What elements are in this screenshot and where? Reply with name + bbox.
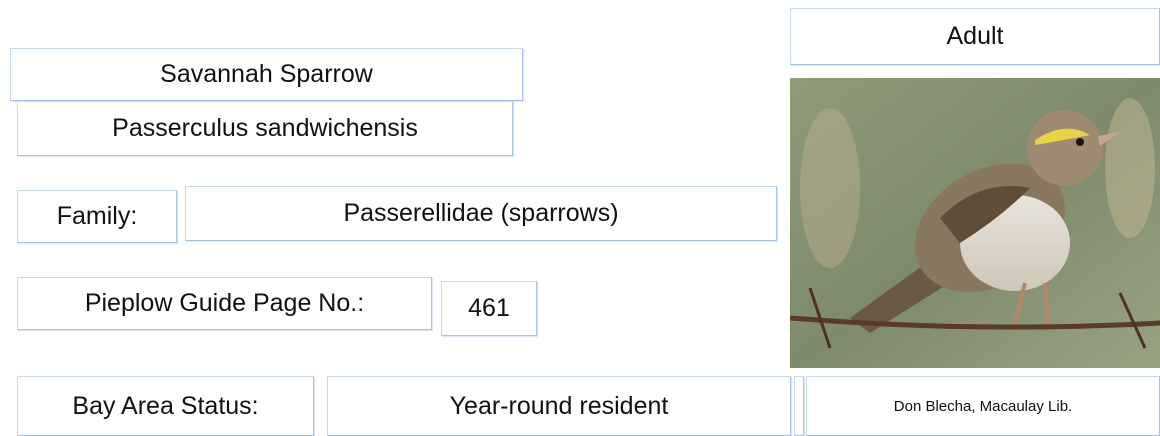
- family-label: Family:: [17, 190, 177, 243]
- guide-page-label: Pieplow Guide Page No.:: [17, 277, 432, 330]
- bird-photo: [790, 78, 1160, 368]
- photo-credit: Don Blecha, Macaulay Lib.: [806, 376, 1160, 436]
- photo-caption: Adult: [790, 8, 1160, 65]
- status-label: Bay Area Status:: [17, 376, 314, 436]
- common-name: Savannah Sparrow: [10, 48, 523, 101]
- scientific-name: Passerculus sandwichensis: [17, 101, 513, 156]
- family-value: Passerellidae (sparrows): [185, 186, 777, 241]
- guide-page-value: 461: [441, 281, 537, 336]
- spacer-box: [794, 376, 804, 436]
- page: Savannah Sparrow Passerculus sandwichens…: [0, 0, 1160, 425]
- status-value: Year-round resident: [327, 376, 791, 436]
